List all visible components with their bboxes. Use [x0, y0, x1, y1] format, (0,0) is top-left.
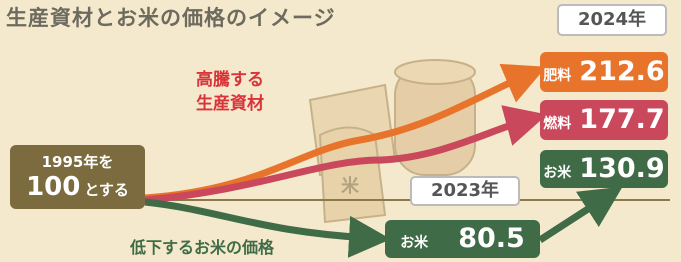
baseline-value: 100: [26, 172, 80, 202]
infographic: 米 生産資材とお米の価格のイメージ 1995年を 100とする 高騰する 生産資…: [0, 0, 681, 262]
rising-label: 高騰する 生産資材: [180, 68, 280, 116]
item-value: 130.9: [579, 150, 664, 188]
item-value: 177.7: [579, 100, 664, 140]
baseline-text: 1995年を: [10, 151, 145, 172]
rice-rise-arrow: [540, 198, 605, 240]
item-name: お米: [543, 154, 571, 192]
item-value: 80.5: [458, 220, 525, 258]
item-name: 肥料: [543, 56, 571, 96]
year-callout: 2023年: [410, 176, 520, 206]
falling-label: 低下するお米の価格: [130, 234, 274, 258]
rising-line: 生産資材: [180, 92, 280, 116]
title: 生産資材とお米の価格のイメージ: [6, 2, 336, 32]
item-value: 212.6: [579, 52, 664, 92]
item-name: お米: [400, 224, 428, 262]
baseline-suffix: とする: [84, 181, 129, 199]
rising-line: 高騰する: [180, 68, 280, 92]
svg-text:米: 米: [341, 175, 360, 197]
year-callout: 2024年: [557, 4, 667, 36]
item-name: 燃料: [543, 104, 571, 144]
